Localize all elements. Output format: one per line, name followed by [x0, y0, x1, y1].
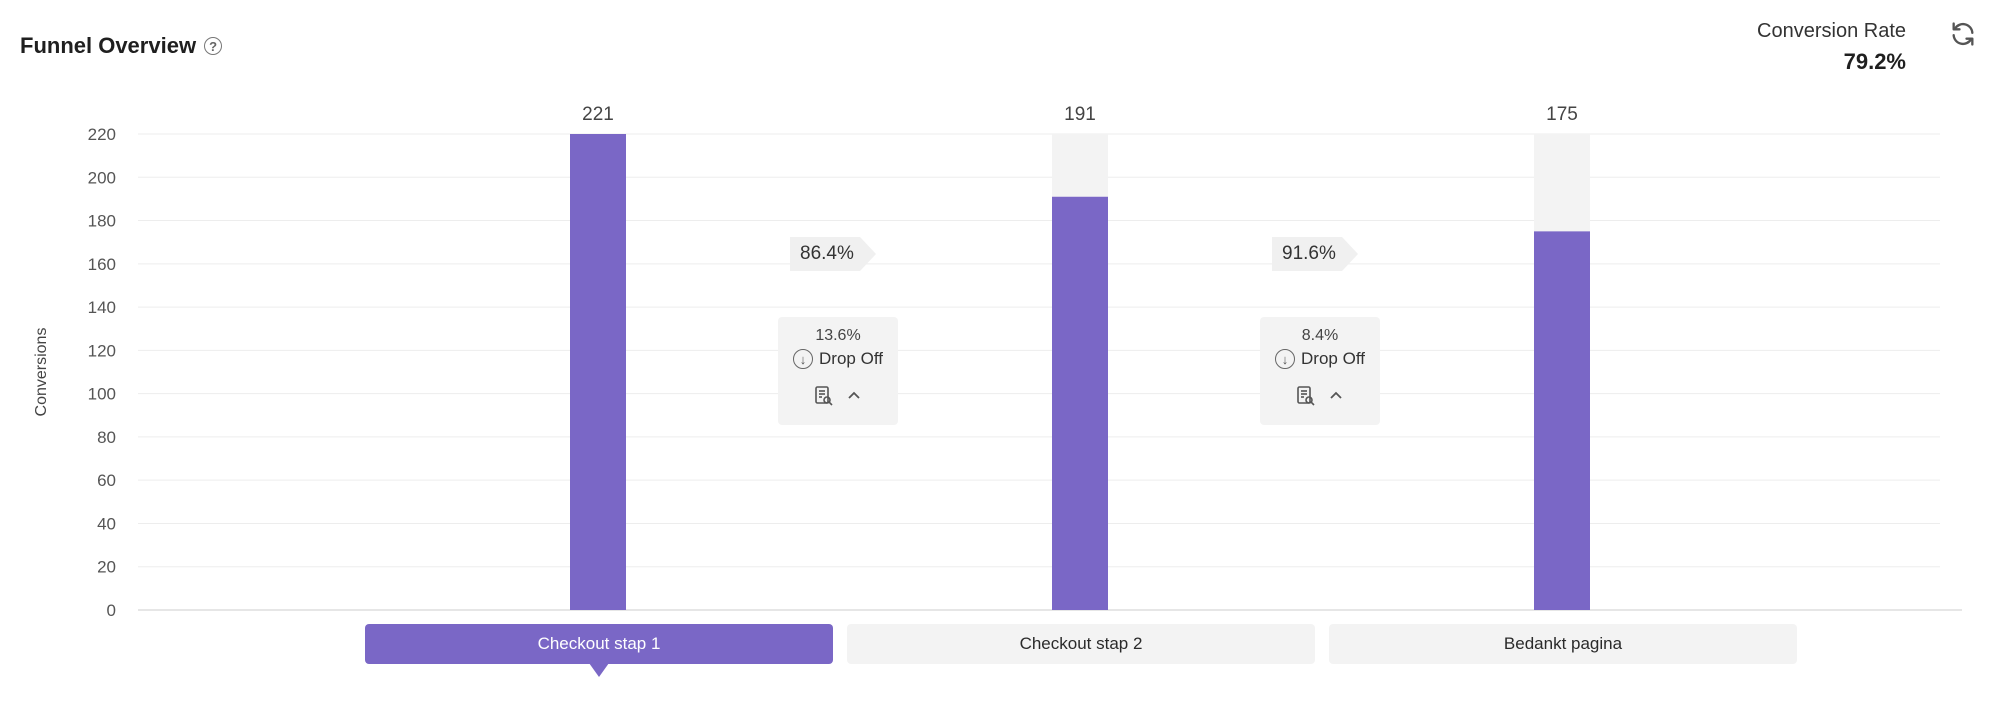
- refresh-icon[interactable]: [1949, 20, 1977, 48]
- y-tick-label: 180: [88, 212, 116, 231]
- page-title: Funnel Overview ?: [20, 33, 223, 59]
- report-search-icon[interactable]: [1296, 385, 1316, 407]
- bar: [1534, 231, 1590, 610]
- step-tab-3[interactable]: Bedankt pagina: [1329, 624, 1797, 664]
- y-tick-label: 0: [107, 601, 116, 620]
- y-tick-label: 200: [88, 168, 116, 187]
- page-title-text: Funnel Overview: [20, 33, 197, 58]
- drop-off-row: ↓ Drop Off: [778, 349, 898, 369]
- drop-off-row: ↓ Drop Off: [1260, 349, 1380, 369]
- drop-off-percent: 13.6%: [815, 327, 861, 344]
- bar-value-label: 221: [582, 104, 614, 125]
- chevron-up-icon[interactable]: [1328, 388, 1344, 404]
- drop-off-card: 13.6% ↓ Drop Off: [778, 317, 898, 425]
- y-tick-label: 80: [97, 428, 116, 447]
- drop-off-label: Drop Off: [819, 349, 883, 368]
- bar-value-label: 175: [1546, 104, 1578, 125]
- arrow-down-circle-icon: ↓: [1275, 349, 1296, 369]
- bar: [570, 134, 626, 610]
- bar: [1052, 196, 1108, 610]
- step-conversion-rate: 86.4%: [790, 237, 876, 271]
- question-circle-icon[interactable]: ?: [204, 37, 223, 55]
- y-tick-label: 220: [88, 125, 116, 144]
- conversion-rate-value: 79.2%: [1843, 49, 1906, 74]
- bar-remainder: [1534, 134, 1590, 232]
- step-tab-1[interactable]: Checkout stap 1: [365, 624, 833, 664]
- drop-off-actions: [778, 385, 898, 407]
- drop-off-label: Drop Off: [1301, 349, 1365, 368]
- arrow-down-circle-icon: ↓: [793, 349, 814, 369]
- y-tick-label: 60: [97, 471, 116, 490]
- report-search-icon[interactable]: [814, 385, 834, 407]
- y-tick-label: 160: [88, 255, 116, 274]
- step-conversion-rate: 91.6%: [1272, 237, 1358, 271]
- drop-off-percent: 8.4%: [1301, 327, 1339, 344]
- y-tick-label: 140: [88, 298, 116, 317]
- drop-off-card: 8.4% ↓ Drop Off: [1260, 317, 1380, 425]
- conversion-rate-label: Conversion Rate: [1757, 20, 1906, 42]
- chevron-up-icon[interactable]: [846, 388, 862, 404]
- bar-remainder: [1052, 134, 1108, 197]
- y-tick-label: 20: [97, 558, 116, 577]
- active-step-pointer: [589, 663, 609, 677]
- step-tab-2[interactable]: Checkout stap 2: [847, 624, 1315, 664]
- conversion-rate-summary: Conversion Rate 79.2%: [1757, 20, 1906, 75]
- y-tick-label: 40: [97, 514, 116, 533]
- bar-value-label: 191: [1064, 104, 1096, 125]
- y-tick-label: 100: [88, 385, 116, 404]
- y-tick-label: 120: [88, 341, 116, 360]
- drop-off-actions: [1260, 385, 1380, 407]
